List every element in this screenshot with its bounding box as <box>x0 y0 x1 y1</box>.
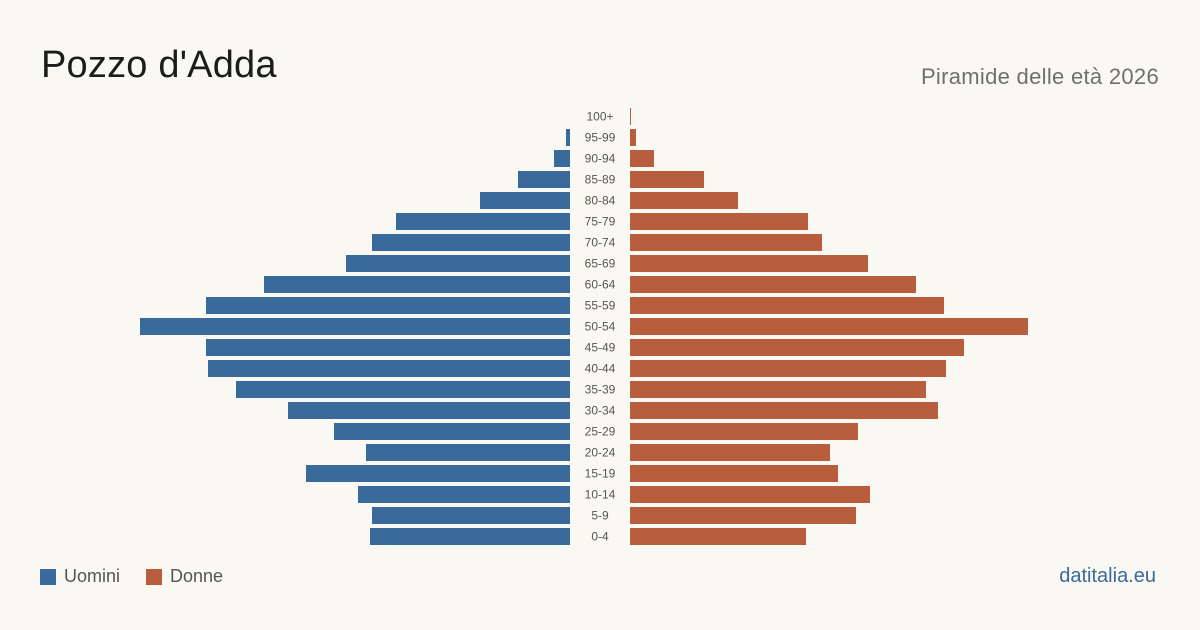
bar-women-70-74 <box>630 234 822 251</box>
bar-women-30-34 <box>630 402 938 419</box>
age-label-0-4: 0-4 <box>591 530 609 544</box>
bar-men-60-64 <box>264 276 570 293</box>
page-title: Pozzo d'Adda <box>41 44 277 86</box>
bar-women-65-69 <box>630 255 868 272</box>
legend-swatch-women <box>146 568 163 585</box>
legend-label-men: Uomini <box>64 566 121 586</box>
legend-item-women: Donne <box>146 566 223 587</box>
bar-men-5-9 <box>372 507 570 524</box>
legend: Uomini Donne <box>40 566 249 587</box>
bar-women-35-39 <box>630 381 926 398</box>
legend-swatch-men <box>40 568 56 585</box>
bar-women-55-59 <box>630 297 944 314</box>
bar-women-100+ <box>630 108 631 125</box>
bar-women-80-84 <box>630 192 738 209</box>
bar-men-15-19 <box>306 465 570 482</box>
bar-men-0-4 <box>370 528 570 545</box>
bar-men-10-14 <box>358 486 570 503</box>
brand-link[interactable]: datitalia.eu <box>1059 565 1156 587</box>
bar-women-20-24 <box>630 444 830 461</box>
age-label-25-29: 25-29 <box>585 425 616 439</box>
bar-men-85-89 <box>518 171 570 188</box>
bar-men-70-74 <box>372 234 570 251</box>
bar-men-95-99 <box>566 129 570 146</box>
bar-women-10-14 <box>630 486 870 503</box>
legend-label-women: Donne <box>170 566 224 586</box>
bar-women-50-54 <box>630 318 1028 335</box>
bar-men-50-54 <box>140 318 570 335</box>
bar-women-0-4 <box>630 528 806 545</box>
bar-women-40-44 <box>630 360 946 377</box>
bar-women-95-99 <box>630 129 636 146</box>
age-label-55-59: 55-59 <box>585 299 616 313</box>
age-label-95-99: 95-99 <box>585 131 616 145</box>
bar-women-75-79 <box>630 213 808 230</box>
bar-men-25-29 <box>334 423 570 440</box>
bar-men-90-94 <box>554 150 570 167</box>
bar-women-15-19 <box>630 465 838 482</box>
age-label-70-74: 70-74 <box>585 236 616 250</box>
age-label-90-94: 90-94 <box>585 152 616 166</box>
age-label-15-19: 15-19 <box>585 467 616 481</box>
age-label-40-44: 40-44 <box>585 362 616 376</box>
age-label-80-84: 80-84 <box>585 194 616 208</box>
age-label-65-69: 65-69 <box>585 257 616 271</box>
bar-men-45-49 <box>206 339 570 356</box>
age-label-100+: 100+ <box>586 110 613 124</box>
age-label-30-34: 30-34 <box>585 404 616 418</box>
bar-women-25-29 <box>630 423 858 440</box>
bar-women-45-49 <box>630 339 964 356</box>
legend-item-men: Uomini <box>40 566 120 587</box>
age-label-10-14: 10-14 <box>585 488 616 502</box>
bar-women-85-89 <box>630 171 704 188</box>
bar-men-75-79 <box>396 213 570 230</box>
bar-women-5-9 <box>630 507 856 524</box>
age-label-50-54: 50-54 <box>585 320 616 334</box>
bar-men-55-59 <box>206 297 570 314</box>
age-label-60-64: 60-64 <box>585 278 616 292</box>
age-label-85-89: 85-89 <box>585 173 616 187</box>
bar-women-60-64 <box>630 276 916 293</box>
bar-men-35-39 <box>236 381 570 398</box>
chart-subtitle: Piramide delle età 2026 <box>920 64 1159 89</box>
age-label-35-39: 35-39 <box>585 383 616 397</box>
age-label-45-49: 45-49 <box>585 341 616 355</box>
age-label-5-9: 5-9 <box>591 509 609 523</box>
bar-men-65-69 <box>346 255 570 272</box>
age-label-75-79: 75-79 <box>585 215 616 229</box>
age-label-20-24: 20-24 <box>585 446 616 460</box>
bar-men-30-34 <box>288 402 570 419</box>
bar-women-90-94 <box>630 150 654 167</box>
bar-men-20-24 <box>366 444 570 461</box>
bar-men-80-84 <box>480 192 570 209</box>
bar-men-40-44 <box>208 360 570 377</box>
